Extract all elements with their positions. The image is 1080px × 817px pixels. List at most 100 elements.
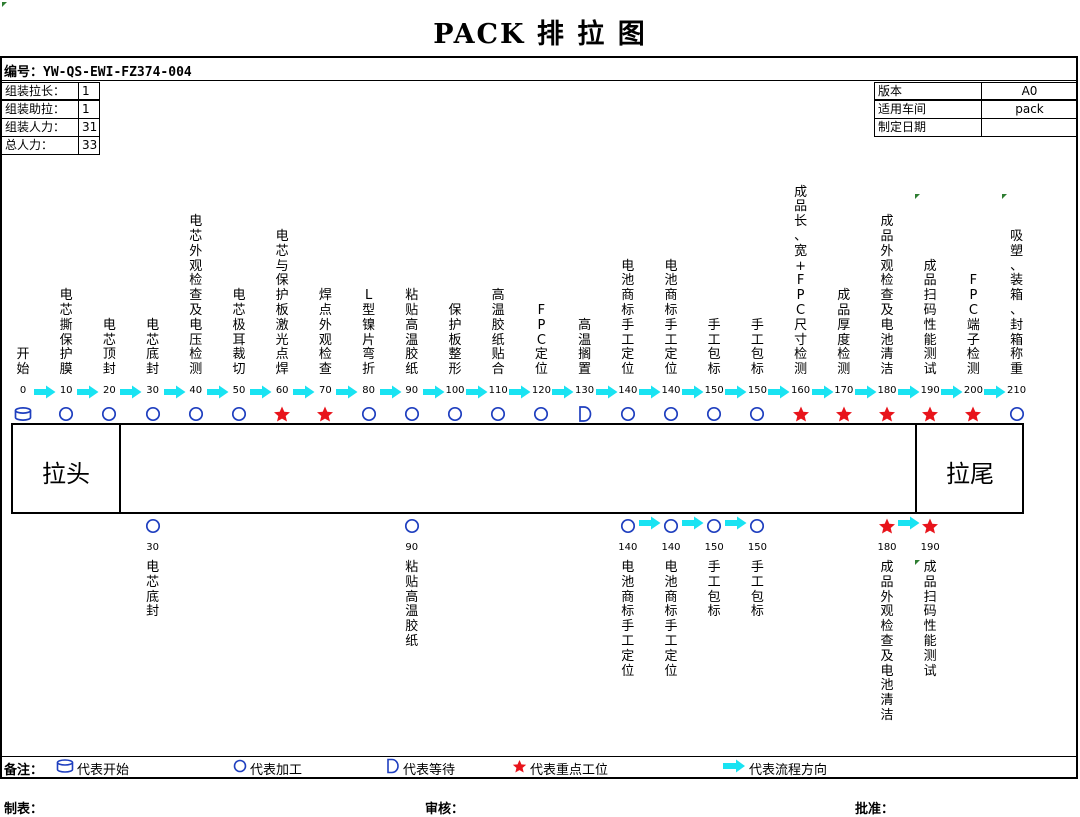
station-label: 电池商标手工定位 — [664, 258, 678, 378]
station-number: 30 — [146, 385, 159, 396]
station-number: 130 — [575, 385, 595, 396]
process-circle-icon — [230, 405, 248, 423]
station-number: 100 — [445, 385, 465, 396]
legend-start-text: 代表开始 — [77, 762, 130, 778]
station-number: 140 — [618, 385, 638, 396]
comment-marker — [2, 2, 7, 7]
staff-value-0: 1 — [78, 82, 100, 100]
process-circle-icon — [662, 405, 680, 423]
staff-label-3: 总人力： — [1, 136, 79, 155]
divider — [119, 423, 121, 514]
info-value-workshop: pack — [981, 100, 1078, 119]
process-circle-icon — [532, 405, 550, 423]
comment-marker — [1002, 194, 1007, 199]
flow-arrow-icon — [206, 384, 229, 399]
station-label: 电池商标手工定位 — [621, 560, 635, 679]
document-code: 编号：YW-QS-EWI-FZ374-004 — [4, 61, 192, 80]
info-label-version: 版本 — [874, 82, 982, 100]
flow-arrow-icon — [941, 384, 963, 399]
approved-by-label: 批准： — [855, 802, 895, 817]
document-frame — [0, 56, 1078, 779]
wait-icon — [386, 758, 400, 778]
station-number: 140 — [661, 542, 681, 553]
process-circle-icon — [619, 517, 637, 535]
key-star-icon — [792, 405, 810, 423]
station-label: 电芯外观检查及电压检测 — [189, 214, 203, 378]
key-star-icon — [878, 405, 896, 423]
info-value-version: A0 — [981, 82, 1078, 100]
flow-arrow-icon — [725, 515, 747, 530]
legend-process-text: 代表加工 — [250, 762, 303, 778]
station-label: 电芯极耳裁切 — [232, 288, 246, 378]
staff-label-1: 组装助拉： — [1, 100, 79, 119]
reviewed-by-label: 审核： — [425, 802, 465, 817]
station-label: 电芯底封 — [146, 317, 160, 378]
line-tail-label: 拉尾 — [946, 460, 994, 488]
process-circle-icon — [360, 405, 378, 423]
process-circle-icon — [662, 517, 680, 535]
station-label: 吸塑、装箱、封箱称重 — [1010, 229, 1024, 378]
station-number: 210 — [1007, 385, 1027, 396]
station-number: 20 — [103, 385, 116, 396]
station-number: 90 — [405, 385, 419, 396]
station-label: 电池商标手工定位 — [664, 560, 678, 679]
code-value: YW-QS-EWI-FZ374-004 — [43, 65, 192, 80]
station-label: 成品厚度检测 — [837, 288, 851, 378]
station-number: 140 — [661, 385, 681, 396]
process-circle-icon — [100, 405, 118, 423]
legend-key: 代表重点工位 — [512, 759, 608, 778]
station-label: 开始 — [16, 347, 30, 378]
station-label: 手工包标 — [707, 560, 721, 620]
station-number: 190 — [920, 542, 940, 553]
station-label: 保护板整形 — [448, 303, 462, 378]
process-circle-icon — [705, 517, 723, 535]
process-circle-icon — [57, 405, 75, 423]
station-label: 粘贴高温胶纸 — [405, 560, 419, 649]
divider — [0, 756, 1078, 757]
flow-arrow-icon — [163, 384, 186, 399]
process-circle-icon — [446, 405, 464, 423]
code-label: 编号： — [4, 65, 44, 80]
flow-arrow-icon — [811, 384, 834, 399]
station-label: 成品外观检查及电池清洁 — [880, 214, 894, 378]
station-number: 50 — [232, 385, 246, 396]
flow-arrow-icon — [379, 384, 402, 399]
key-star-icon — [273, 405, 291, 423]
station-number: 40 — [189, 385, 203, 396]
station-label: 成品外观检查及电池清洁 — [880, 560, 894, 723]
legend-start: 代表开始 — [56, 759, 130, 778]
process-circle-icon — [619, 405, 637, 423]
flow-arrow-icon — [34, 384, 56, 399]
station-label: 手工包标 — [707, 317, 721, 378]
station-number: 200 — [963, 385, 983, 396]
station-label: 粘贴高温胶纸 — [405, 288, 419, 378]
divider — [0, 80, 1078, 81]
line-head-label: 拉头 — [42, 460, 90, 488]
station-number: 150 — [747, 385, 767, 396]
made-by-label: 制表： — [4, 802, 44, 817]
start-cylinder-icon — [14, 405, 32, 423]
legend-flow: 代表流程方向 — [722, 759, 827, 778]
station-label: 电池商标手工定位 — [621, 258, 635, 378]
flow-arrow-icon — [984, 384, 1006, 399]
flow-arrow-icon — [422, 384, 445, 399]
flow-arrow-icon — [509, 384, 531, 399]
process-circle-icon — [144, 517, 162, 535]
station-number: 30 — [146, 542, 159, 553]
station-label: 电芯撕保护膜 — [59, 288, 73, 378]
legend-wait-text: 代表等待 — [403, 762, 456, 778]
process-circle-icon — [748, 405, 766, 423]
station-label: 高温搁置 — [578, 317, 592, 378]
station-label: 手工包标 — [750, 560, 764, 620]
station-number: 180 — [877, 385, 897, 396]
flow-arrow-icon — [725, 384, 747, 399]
flow-arrow-icon — [120, 384, 142, 399]
comment-marker — [915, 194, 920, 199]
production-line-box — [11, 423, 1024, 514]
key-star-icon — [316, 405, 334, 423]
station-number: 70 — [319, 385, 332, 396]
station-label: 高温胶纸贴合 — [491, 288, 505, 378]
station-label: 电芯与保护板激光点焊 — [275, 229, 289, 378]
flow-arrow-icon — [898, 515, 920, 530]
